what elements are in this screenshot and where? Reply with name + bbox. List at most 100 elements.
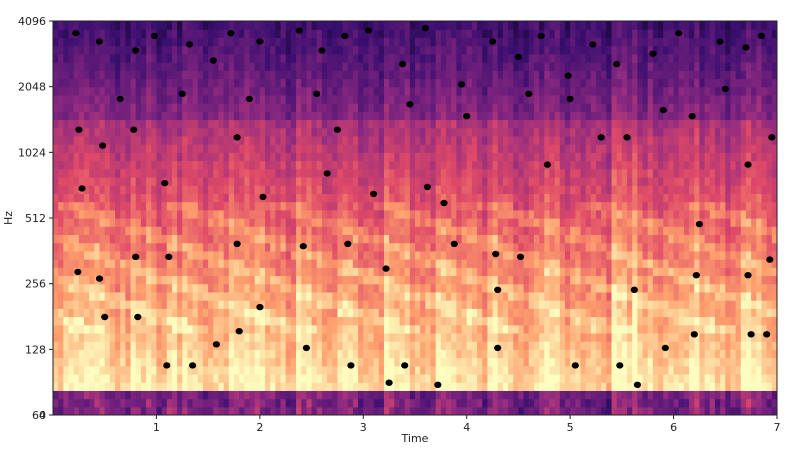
- spectrogram-cell: [368, 111, 375, 121]
- spectrogram-cell: [559, 152, 566, 162]
- spectrogram-cell: [296, 135, 302, 145]
- spectrogram-cell: [513, 406, 520, 415]
- spectrogram-cell: [358, 201, 364, 211]
- spectrogram-cell: [202, 168, 209, 178]
- spectrogram-cell: [68, 382, 75, 391]
- spectrogram-cell: [78, 21, 85, 30]
- spectrogram-cell: [218, 324, 225, 334]
- spectrogram-cell: [182, 259, 189, 268]
- spectrogram-cell: [187, 29, 194, 39]
- spectrogram-cell: [518, 201, 525, 211]
- spectrogram-cell: [171, 349, 178, 359]
- spectrogram-cell: [316, 111, 323, 121]
- spectrogram-cell: [368, 119, 375, 129]
- spectrogram-cell: [197, 357, 204, 367]
- spectrogram-cell: [249, 144, 256, 153]
- spectrogram-cell: [280, 119, 287, 129]
- spectrogram-cell: [84, 53, 90, 63]
- spectrogram-cell: [234, 234, 240, 244]
- spectrogram-cell: [477, 185, 483, 194]
- spectrogram-cell: [440, 193, 447, 203]
- spectrogram-cell: [492, 111, 499, 121]
- spectrogram-cell: [166, 283, 173, 293]
- spectrogram-cell: [99, 168, 106, 178]
- spectrogram-cell: [487, 308, 494, 318]
- spectrogram-cell: [296, 144, 302, 153]
- spectrogram-cell: [404, 152, 411, 162]
- spectrogram-cell: [533, 373, 540, 383]
- spectrogram-cell: [208, 209, 214, 219]
- spectrogram-cell: [177, 53, 183, 63]
- spectrogram-cell: [192, 308, 199, 318]
- spectrogram-cell: [440, 218, 447, 227]
- spectrogram-cell: [218, 390, 225, 400]
- spectrogram-cell: [249, 78, 256, 88]
- spectrogram-cell: [306, 324, 313, 334]
- spectrogram-cell: [466, 62, 473, 71]
- spectrogram-cell: [451, 300, 457, 309]
- spectrogram-cell: [508, 144, 514, 153]
- spectrogram-cell: [502, 144, 509, 153]
- spectrogram-cell: [544, 78, 551, 88]
- spectrogram-cell: [544, 234, 551, 244]
- spectrogram-cell: [544, 316, 551, 326]
- spectrogram-cell: [296, 308, 302, 318]
- spectrogram-cell: [378, 390, 385, 400]
- spectrogram-cell: [311, 111, 318, 121]
- spectrogram-cell: [466, 201, 473, 211]
- spectrogram-cell: [554, 94, 561, 104]
- spectrogram-cell: [146, 135, 152, 145]
- spectrogram-cell: [223, 332, 230, 342]
- spectrogram-cell: [156, 193, 163, 203]
- spectrogram-cell: [523, 324, 530, 334]
- spectrogram-cell: [580, 168, 587, 178]
- spectrogram-cell: [270, 168, 276, 178]
- spectrogram-cell: [197, 62, 204, 71]
- spectrogram-cell: [213, 234, 220, 244]
- spectrogram-cell: [73, 185, 80, 194]
- spectrogram-cell: [497, 357, 504, 367]
- spectrogram-cell: [84, 21, 90, 30]
- spectrogram-cell: [192, 53, 199, 63]
- spectrogram-cell: [544, 119, 551, 129]
- spectrogram-cell: [249, 218, 256, 227]
- spectrogram-cell: [564, 185, 571, 194]
- spectrogram-cell: [171, 70, 178, 80]
- spectrogram-cell: [254, 259, 261, 268]
- spectrogram-cell: [135, 193, 142, 203]
- spectrogram-cell: [528, 398, 535, 408]
- spectrogram-cell: [321, 283, 328, 293]
- spectrogram-cell: [425, 267, 432, 277]
- spectrogram-cell: [68, 62, 75, 71]
- spectrogram-cell: [78, 119, 85, 129]
- spectrogram-cell: [73, 111, 80, 121]
- spectrogram-cell: [554, 308, 561, 318]
- spectrogram-cell: [523, 21, 530, 30]
- spectrogram-cell: [270, 201, 276, 211]
- spectrogram-cell: [409, 103, 416, 112]
- spectrogram-cell: [228, 308, 235, 318]
- spectrogram-cell: [585, 193, 592, 203]
- spectrogram-cell: [223, 119, 230, 129]
- spectrogram-cell: [497, 94, 504, 104]
- spectrogram-cell: [580, 316, 587, 326]
- spectrogram-cell: [259, 160, 266, 170]
- spectrogram-cell: [492, 373, 499, 383]
- spectrogram-cell: [177, 259, 183, 268]
- spectrogram-cell: [259, 94, 266, 104]
- spectrogram-cell: [425, 382, 432, 391]
- spectrogram-cell: [280, 78, 287, 88]
- spectrogram-cell: [109, 373, 116, 383]
- spectrogram-cell: [378, 168, 385, 178]
- spectrogram-cell: [125, 103, 132, 112]
- spectrogram-cell: [513, 234, 520, 244]
- spectrogram-cell: [259, 259, 266, 268]
- spectrogram-cell: [311, 291, 318, 301]
- spectrogram-cell: [342, 193, 349, 203]
- spectrogram-cell: [156, 185, 163, 194]
- spectrogram-cell: [109, 406, 116, 415]
- spectrogram-cell: [151, 242, 158, 252]
- spectrogram-cell: [487, 193, 494, 203]
- spectrogram-cell: [228, 250, 235, 260]
- spectrogram-cell: [104, 218, 111, 227]
